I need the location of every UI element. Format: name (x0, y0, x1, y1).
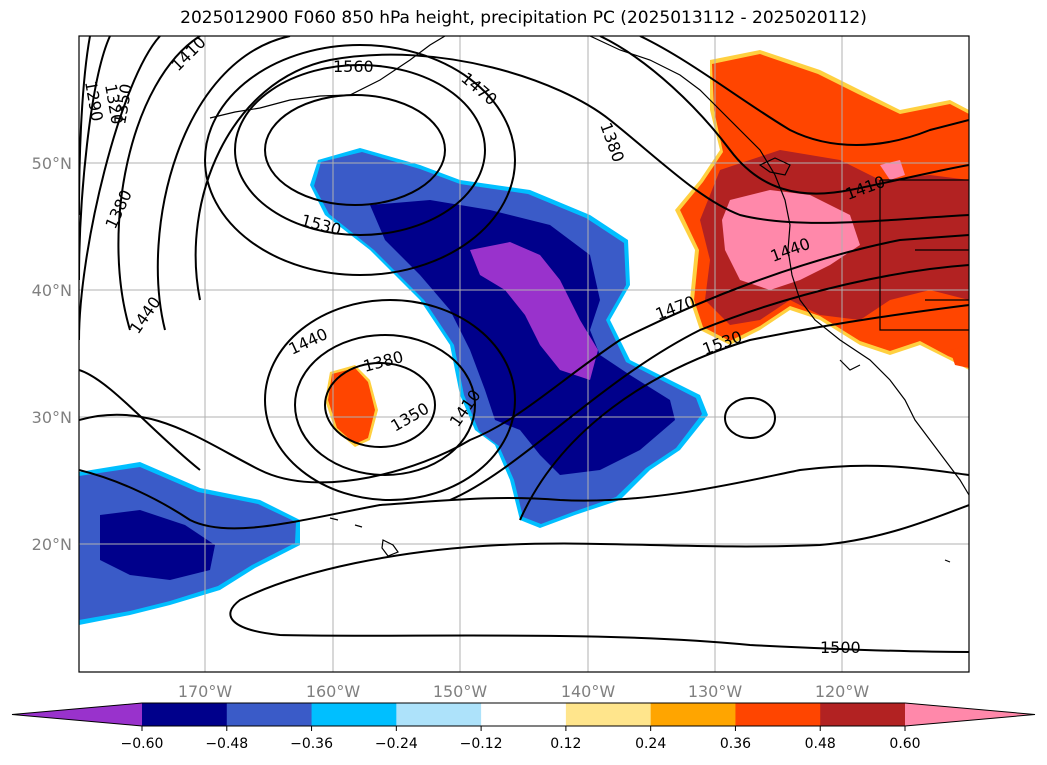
colorbar-tick-label: 0.36 (720, 736, 751, 752)
colorbar-segment (565, 703, 652, 726)
lon-tick-label: 170°W (178, 682, 233, 701)
colorbar-tick-label: 0.12 (550, 736, 581, 752)
colorbar-extend-high (905, 703, 1035, 726)
longitude-labels: 170°W 160°W 150°W 140°W 130°W 120°W (178, 682, 870, 701)
colorbar-tick-label: 0.48 (805, 736, 836, 752)
colorbar-tick-label: −0.60 (121, 736, 164, 752)
colorbar-segment (735, 703, 821, 726)
colorbar-extend-low (12, 703, 142, 726)
contour-label: 1500 (820, 638, 861, 657)
map-title: 2025012900 F060 850 hPa height, precipit… (180, 8, 867, 28)
colorbar-tick-label: −0.48 (205, 736, 248, 752)
colorbar-segment (142, 703, 228, 726)
colorbar: −0.60 −0.48 −0.36 −0.24 −0.12 0.12 0.24 0.36 0.4… (11, 702, 1036, 752)
lon-tick-label: 160°W (306, 682, 361, 701)
colorbar-tick-label: −0.12 (460, 736, 503, 752)
colorbar-segment (226, 703, 313, 726)
colorbar-tick-label: 0.60 (889, 736, 920, 752)
colorbar-segment (650, 703, 736, 726)
map-plot-area: 1410 1560 1470 1380 1290 1320 1350 1380 … (79, 36, 969, 672)
lat-tick-label: 50°N (32, 154, 72, 173)
lon-tick-label: 140°W (561, 682, 616, 701)
lat-tick-label: 40°N (32, 281, 72, 300)
colorbar-tick-label: 0.24 (635, 736, 666, 752)
colorbar-segment (481, 703, 567, 726)
colorbar-segment (396, 703, 482, 726)
height-contours (79, 36, 969, 653)
colorbar-tick-label: −0.36 (290, 736, 333, 752)
colorbar-segment (820, 703, 906, 726)
contour-label: 1560 (333, 57, 374, 76)
lat-tick-label: 20°N (32, 535, 72, 554)
colorbar-tick-label: −0.24 (375, 736, 418, 752)
lon-tick-label: 130°W (688, 682, 743, 701)
lat-tick-label: 30°N (32, 408, 72, 427)
lon-tick-label: 120°W (815, 682, 870, 701)
lon-tick-label: 150°W (433, 682, 488, 701)
map-frame (78, 35, 970, 673)
latitude-labels: 50°N 40°N 30°N 20°N (32, 154, 72, 554)
precip-low-center (325, 365, 378, 447)
colorbar-segment (311, 703, 397, 726)
precip-central-pacific (310, 148, 708, 528)
